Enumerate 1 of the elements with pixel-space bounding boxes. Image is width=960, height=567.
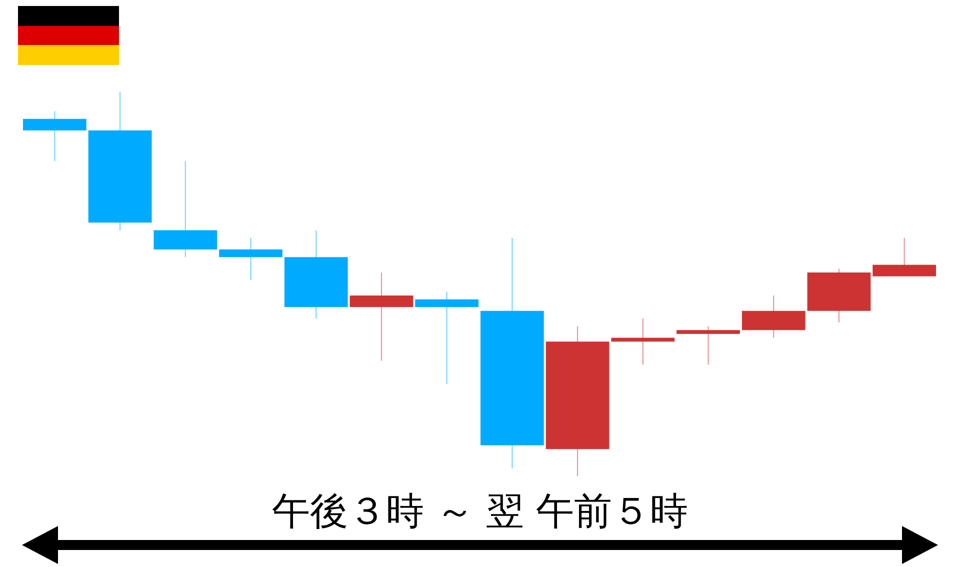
x-axis-title: 午後３時 ～ 翌 午前５時: [272, 489, 688, 533]
